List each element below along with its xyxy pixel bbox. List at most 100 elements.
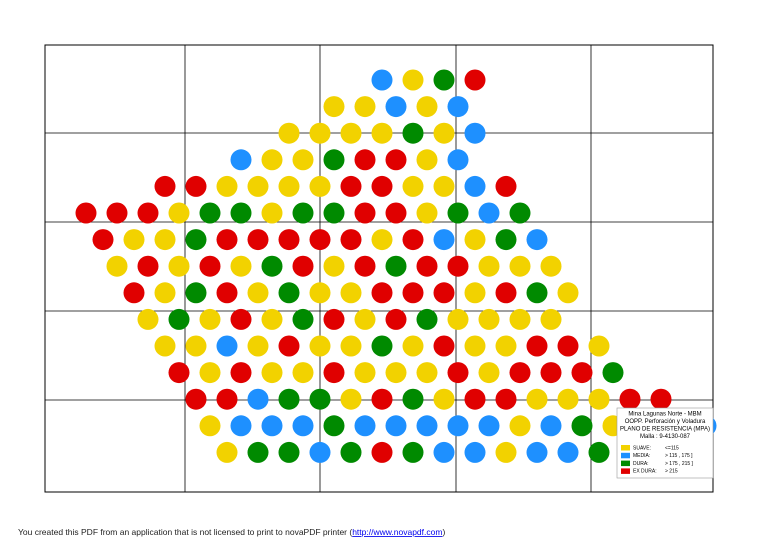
hole: [495, 282, 517, 304]
hole: [416, 202, 438, 224]
hole: [123, 282, 145, 304]
hole: [185, 388, 207, 410]
hole: [540, 255, 562, 277]
hole: [340, 388, 362, 410]
hole: [168, 308, 190, 330]
hole: [199, 255, 221, 277]
hole: [323, 96, 345, 118]
hole: [323, 255, 345, 277]
hole: [509, 202, 531, 224]
hole: [137, 202, 159, 224]
hole: [340, 282, 362, 304]
hole: [619, 388, 641, 410]
hole: [402, 229, 424, 251]
hole: [385, 362, 407, 384]
hole: [323, 415, 345, 437]
legend-box: [616, 407, 714, 479]
holes: [75, 69, 717, 463]
hole: [478, 308, 500, 330]
hole: [464, 388, 486, 410]
hole: [278, 175, 300, 197]
hole: [278, 441, 300, 463]
footer-text: You created this PDF from an application…: [18, 527, 352, 537]
hole: [447, 96, 469, 118]
hole: [199, 308, 221, 330]
hole: [526, 282, 548, 304]
hole: [230, 255, 252, 277]
hole: [278, 335, 300, 357]
footer-link[interactable]: http://www.novapdf.com: [352, 527, 442, 537]
hole: [478, 255, 500, 277]
hole: [309, 335, 331, 357]
hole: [309, 122, 331, 144]
hole: [309, 282, 331, 304]
hole: [509, 415, 531, 437]
hole: [371, 229, 393, 251]
hole: [478, 202, 500, 224]
hole: [261, 149, 283, 171]
legend-swatch: [621, 460, 630, 467]
hole: [464, 175, 486, 197]
hole: [247, 441, 269, 463]
hole: [571, 415, 593, 437]
hole: [447, 149, 469, 171]
hole: [106, 202, 128, 224]
hole: [323, 308, 345, 330]
hole: [323, 202, 345, 224]
hole: [154, 229, 176, 251]
hole: [433, 175, 455, 197]
hole: [464, 229, 486, 251]
hole: [340, 175, 362, 197]
hole: [309, 229, 331, 251]
hole: [557, 388, 579, 410]
hole: [340, 122, 362, 144]
hole: [402, 175, 424, 197]
hole: [154, 335, 176, 357]
hole: [261, 255, 283, 277]
hole: [402, 441, 424, 463]
hole: [354, 96, 376, 118]
legend-range: > 215: [665, 469, 678, 475]
hole: [340, 441, 362, 463]
legend-title: Mina Lagunas Norte - MBM: [628, 412, 701, 418]
hole: [588, 441, 610, 463]
hole: [433, 335, 455, 357]
hole: [416, 362, 438, 384]
hole: [199, 415, 221, 437]
hole: [526, 388, 548, 410]
hole: [309, 441, 331, 463]
hole: [247, 229, 269, 251]
hole: [292, 308, 314, 330]
hole: [354, 415, 376, 437]
hole: [385, 202, 407, 224]
hole: [354, 202, 376, 224]
hole: [261, 415, 283, 437]
hole: [526, 335, 548, 357]
legend-title: Malla : 9-4130-087: [640, 434, 691, 440]
hole: [464, 441, 486, 463]
hole: [402, 388, 424, 410]
legend-range: > 115 , 175 ]: [665, 453, 693, 459]
hole: [495, 335, 517, 357]
hole: [433, 441, 455, 463]
hole: [402, 122, 424, 144]
hole: [278, 122, 300, 144]
legend-range: > 175 , 215 ]: [665, 461, 694, 467]
hole: [371, 388, 393, 410]
hole: [309, 175, 331, 197]
hole: [416, 415, 438, 437]
legend-range: <=115: [665, 445, 679, 451]
hole: [247, 388, 269, 410]
legend-class: DURA:: [633, 461, 649, 467]
hole: [495, 175, 517, 197]
hole: [185, 229, 207, 251]
hole: [230, 202, 252, 224]
hole: [433, 388, 455, 410]
hole: [230, 149, 252, 171]
footer: You created this PDF from an application…: [18, 527, 445, 537]
hole: [247, 282, 269, 304]
hole: [402, 282, 424, 304]
hole: [199, 362, 221, 384]
hole: [509, 362, 531, 384]
